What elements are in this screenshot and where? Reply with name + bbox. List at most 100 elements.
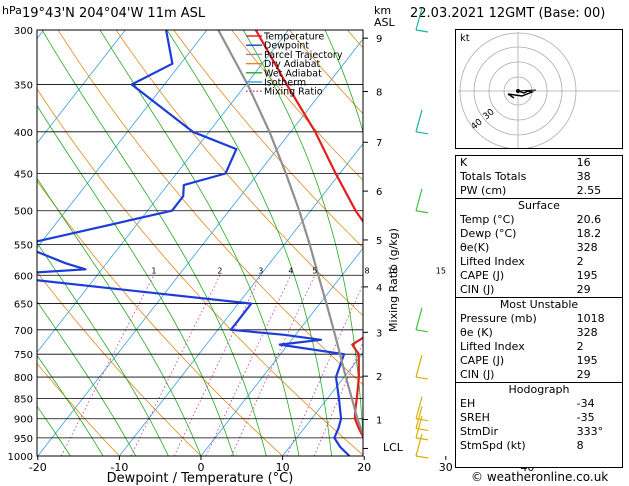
altitude-axis: 9 8 7 6 5 4 3 2 1 — [363, 34, 382, 449]
index-value: 195 — [576, 354, 598, 367]
wet-adiabat — [37, 104, 234, 456]
index-row: Totals Totals 38 — [456, 170, 622, 184]
index-row: EH -34 — [456, 397, 622, 411]
pressure-tick-label: 600 — [14, 271, 33, 282]
index-label: Lifted Index — [460, 255, 525, 268]
pressure-tick-label: 500 — [14, 207, 33, 218]
wind-barb-flag — [415, 455, 429, 459]
km-label: km — [374, 4, 391, 17]
profile-series — [37, 30, 363, 456]
index-value: 1018 — [576, 312, 605, 325]
series-parcel-trajectory — [217, 30, 363, 438]
index-label: CIN (J) — [460, 368, 495, 381]
wind-barb — [415, 188, 423, 211]
pressure-tick-label: 950 — [14, 434, 33, 445]
index-row: CAPE (J) 195 — [456, 354, 622, 368]
wind-barb-flag — [415, 329, 429, 333]
mixing-ratio-line — [365, 275, 441, 456]
index-value: 20.6 — [576, 213, 602, 226]
section-title: Surface — [518, 199, 560, 212]
mixing-ratio-value: 2 — [217, 266, 222, 275]
series-dewpoint — [37, 30, 351, 456]
pressure-tick-label: 450 — [14, 169, 33, 180]
index-label: PW (cm) — [460, 184, 507, 197]
index-row: Temp (°C) 20.6 — [456, 213, 622, 227]
index-row: CIN (J) 29 — [456, 368, 622, 383]
pressure-tick-label: 900 — [14, 415, 33, 426]
wind-barb-flag — [415, 29, 429, 33]
credit-text: © weatheronline.co.uk — [471, 470, 609, 484]
isobars — [37, 29, 363, 457]
index-value: -34 — [576, 397, 595, 410]
hodograph-ring-label: 40 — [470, 117, 485, 132]
index-value: 29 — [576, 283, 591, 296]
km-tick-label: 6 — [376, 187, 382, 198]
index-row: Lifted Index 2 — [456, 340, 622, 354]
km-tick-label: 9 — [376, 34, 382, 45]
pressure-tick-label: 800 — [14, 373, 33, 384]
wind-barb — [415, 415, 423, 439]
index-value: 2 — [576, 255, 584, 268]
x-tick-label: -10 — [110, 461, 128, 474]
legend-label: Parcel Trajectory — [264, 50, 343, 61]
index-value: 2.55 — [576, 184, 602, 197]
hodograph-trace — [507, 90, 535, 99]
hodograph-ring-label: 30 — [482, 107, 497, 122]
mixing-ratio-line — [130, 275, 221, 456]
dry-adiabat — [37, 180, 283, 456]
wind-barb-flag — [415, 210, 429, 214]
wet-adiabat — [37, 405, 71, 456]
index-label: CAPE (J) — [460, 269, 505, 282]
index-value: 18.2 — [576, 227, 602, 240]
mixing-ratio-title: Mixing Ratio (g/kg) — [387, 228, 400, 332]
index-label: θe (K) — [460, 326, 493, 339]
wet-adiabat — [37, 354, 104, 456]
km-tick-label: 2 — [376, 372, 382, 383]
mixing-ratio-value: 8 — [365, 266, 370, 275]
index-value: 333° — [576, 425, 604, 438]
legend-label: Wet Adiabat — [264, 68, 322, 79]
index-row: StmSpd (kt) 8 — [456, 439, 622, 453]
index-value: 328 — [576, 241, 598, 254]
x-tick-label: -20 — [29, 461, 47, 474]
index-label: StmDir — [460, 425, 499, 438]
index-label: Temp (°C) — [460, 213, 515, 226]
index-row: θe(K) 328 — [456, 241, 622, 255]
index-row: θe (K) 328 — [456, 326, 622, 340]
index-label: Lifted Index — [460, 340, 525, 353]
asl-label: ASL — [374, 16, 396, 29]
index-value: 328 — [576, 326, 598, 339]
wind-barb — [415, 7, 423, 31]
hodograph-unit: kt — [460, 33, 470, 44]
index-label: SREH — [460, 411, 490, 424]
pressure-tick-label: 350 — [14, 81, 33, 92]
index-value: -35 — [576, 411, 595, 424]
section-title: Hodograph — [508, 383, 570, 396]
mixing-ratio-value: 3 — [258, 266, 263, 275]
hodograph-chart: kt 40 30 — [458, 32, 620, 150]
section-title: Most Unstable — [499, 298, 579, 311]
x-tick-label: 10 — [276, 461, 290, 474]
legend-label: Dry Adiabat — [264, 59, 321, 70]
index-row: CIN (J) 29 — [456, 283, 622, 298]
index-value: 16 — [576, 156, 591, 169]
index-row: StmDir 333° — [456, 425, 622, 439]
pressure-tick-label: 850 — [14, 394, 33, 405]
wind-barb-flag — [415, 376, 429, 380]
mixing-ratio-line — [60, 275, 155, 456]
index-value: 38 — [576, 170, 591, 183]
mixing-ratio-value: 4 — [288, 266, 293, 275]
mixing-ratio-line — [286, 283, 363, 456]
km-tick-label: 8 — [376, 88, 382, 99]
index-label: Dewp (°C) — [460, 227, 517, 240]
pressure-axis: 300 350 400 450 500 550 600 650 700 750 800 850 900 9… — [8, 26, 33, 463]
wind-barb-flag — [415, 437, 429, 441]
isotherm — [37, 30, 289, 354]
storm-motion-vector — [517, 89, 537, 92]
index-label: Totals Totals — [460, 170, 527, 183]
dry-adiabat — [173, 30, 363, 248]
lcl-label: LCL — [383, 441, 404, 454]
series-temperature — [254, 30, 363, 440]
pressure-tick-label: 750 — [14, 350, 33, 361]
